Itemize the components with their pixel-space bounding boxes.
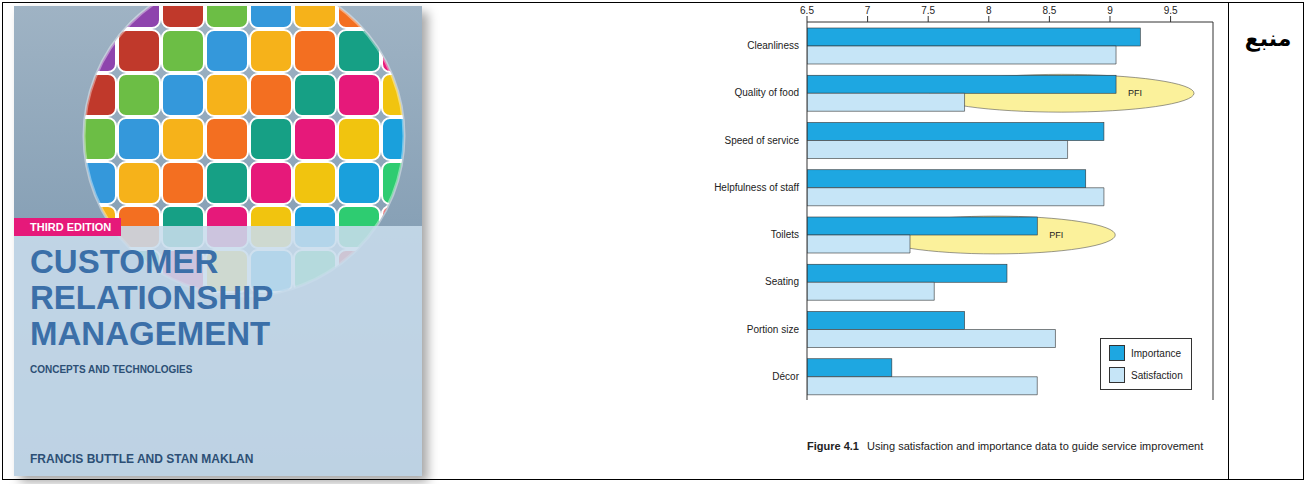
svg-text:PFI: PFI — [1049, 230, 1063, 240]
html-text:Satisfaction: Satisfaction — [1131, 369, 1183, 381]
html-text:MANAGEMENT: MANAGEMENT — [30, 315, 271, 352]
html-text:CUSTOMER: CUSTOMER — [30, 243, 219, 280]
svg-text:Speed of service: Speed of service — [725, 135, 800, 146]
svg-text:9: 9 — [1107, 5, 1113, 16]
svg-text:8: 8 — [986, 5, 992, 16]
html-text:منبع: منبع — [1244, 26, 1292, 51]
svg-text:7.5: 7.5 — [921, 5, 935, 16]
svg-text:6.5: 6.5 — [800, 5, 814, 16]
svg-text:Portion size: Portion size — [747, 324, 800, 335]
svg-text:Quality of food: Quality of food — [735, 87, 799, 98]
svg-text:Cleanliness: Cleanliness — [747, 40, 799, 51]
svg-text:Seating: Seating — [765, 276, 799, 287]
svg-text:Toilets: Toilets — [771, 229, 799, 240]
html-text:THIRD EDITION: THIRD EDITION — [30, 221, 112, 233]
html-text:Figure 4.1: Figure 4.1 — [807, 440, 859, 452]
html-text:FRANCIS BUTTLE AND STAN MAKLAN: FRANCIS BUTTLE AND STAN MAKLAN — [30, 452, 254, 466]
html-text:CONCEPTS AND TECHNOLOGIES: CONCEPTS AND TECHNOLOGIES — [30, 364, 193, 375]
svg-text:7: 7 — [865, 5, 871, 16]
svg-text:Décor: Décor — [772, 371, 799, 382]
svg-text:8.5: 8.5 — [1042, 5, 1056, 16]
html-text:Using satisfaction and importa: Using satisfaction and importance data t… — [867, 440, 1204, 452]
svg-text:9.5: 9.5 — [1164, 5, 1178, 16]
svg-text:PFI: PFI — [1128, 88, 1142, 98]
html-text:RELATIONSHIP: RELATIONSHIP — [30, 279, 274, 316]
svg-text:Helpfulness of staff: Helpfulness of staff — [714, 182, 799, 193]
html-text:Importance: Importance — [1131, 347, 1181, 359]
